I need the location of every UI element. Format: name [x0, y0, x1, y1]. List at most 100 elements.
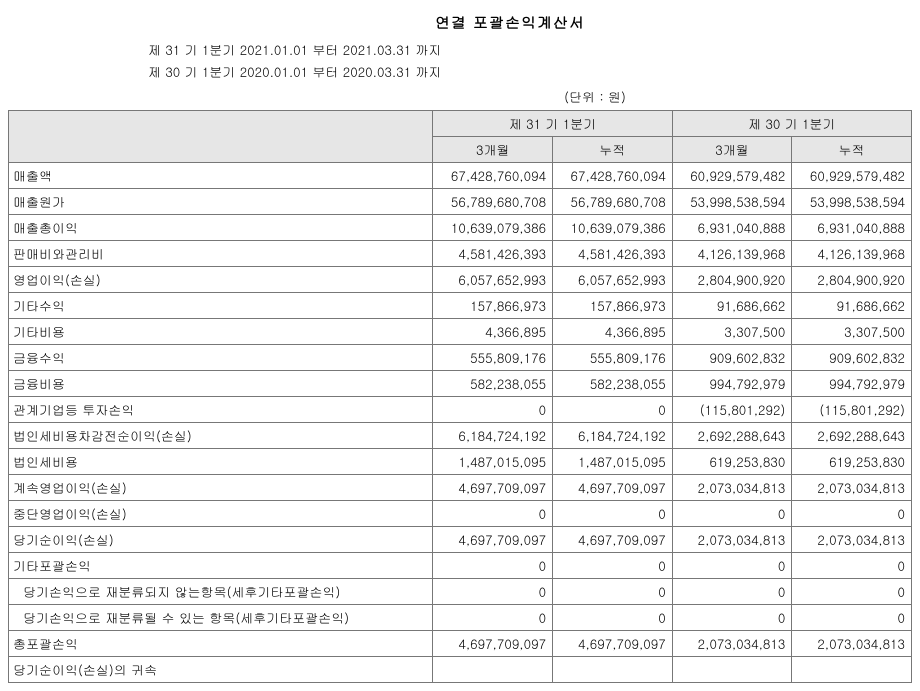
row-label: 당기순이익(손실)의 귀속: [9, 657, 433, 683]
cell-value: 582,238,055: [553, 371, 673, 397]
row-label: 중단영업이익(손실): [9, 501, 433, 527]
cell-value: 10,639,079,386: [553, 215, 673, 241]
cell-value: 0: [792, 553, 912, 579]
cell-value: 6,057,652,993: [553, 267, 673, 293]
cell-value: 2,073,034,813: [672, 475, 792, 501]
cell-value: 0: [792, 501, 912, 527]
row-label: 금융비용: [9, 371, 433, 397]
cell-value: 56,789,680,708: [553, 189, 673, 215]
cell-value: 2,073,034,813: [792, 631, 912, 657]
cell-value: 2,073,034,813: [672, 631, 792, 657]
table-row: 영업이익(손실)6,057,652,9936,057,652,9932,804,…: [9, 267, 912, 293]
cell-value: 4,126,139,968: [792, 241, 912, 267]
header-period-30: 제 30 기 1분기: [672, 111, 911, 137]
cell-value: 91,686,662: [672, 293, 792, 319]
row-label: 판매비와관리비: [9, 241, 433, 267]
cell-value: 6,184,724,192: [553, 423, 673, 449]
cell-value: 2,073,034,813: [672, 527, 792, 553]
cell-value: 2,692,288,643: [672, 423, 792, 449]
row-label: 법인세비용차감전순이익(손실): [9, 423, 433, 449]
header-blank: [9, 111, 433, 163]
cell-value: 0: [672, 501, 792, 527]
cell-value: 555,809,176: [433, 345, 553, 371]
cell-value: 157,866,973: [433, 293, 553, 319]
table-row: 당기순이익(손실)4,697,709,0974,697,709,0972,073…: [9, 527, 912, 553]
cell-value: 582,238,055: [433, 371, 553, 397]
subheader-30-3m: 3개월: [672, 137, 792, 163]
cell-value: [672, 657, 792, 683]
table-body: 매출액67,428,760,09467,428,760,09460,929,57…: [9, 163, 912, 683]
table-row: 매출원가56,789,680,70856,789,680,70853,998,5…: [9, 189, 912, 215]
cell-value: 2,073,034,813: [792, 527, 912, 553]
table-row: 법인세비용차감전순이익(손실)6,184,724,1926,184,724,19…: [9, 423, 912, 449]
cell-value: 2,692,288,643: [792, 423, 912, 449]
cell-value: 0: [553, 605, 673, 631]
cell-value: 6,931,040,888: [672, 215, 792, 241]
cell-value: 60,929,579,482: [672, 163, 792, 189]
cell-value: 0: [672, 553, 792, 579]
cell-value: 0: [433, 397, 553, 423]
cell-value: 67,428,760,094: [433, 163, 553, 189]
cell-value: (115,801,292): [672, 397, 792, 423]
table-row: 판매비와관리비4,581,426,3934,581,426,3934,126,1…: [9, 241, 912, 267]
period-line-1: 제 31 기 1분기 2021.01.01 부터 2021.03.31 까지: [148, 39, 912, 61]
cell-value: 4,697,709,097: [553, 527, 673, 553]
period-line-2: 제 30 기 1분기 2020.01.01 부터 2020.03.31 까지: [148, 61, 912, 83]
table-row: 중단영업이익(손실)0000: [9, 501, 912, 527]
row-label: 당기순이익(손실): [9, 527, 433, 553]
cell-value: 0: [553, 579, 673, 605]
cell-value: 53,998,538,594: [792, 189, 912, 215]
cell-value: 0: [553, 553, 673, 579]
table-row: 당기손익으로 재분류될 수 있는 항목(세후기타포괄손익)0000: [9, 605, 912, 631]
cell-value: [553, 657, 673, 683]
cell-value: 555,809,176: [553, 345, 673, 371]
cell-value: 0: [433, 553, 553, 579]
row-label: 법인세비용: [9, 449, 433, 475]
table-row: 금융수익555,809,176555,809,176909,602,832909…: [9, 345, 912, 371]
cell-value: 4,697,709,097: [553, 475, 673, 501]
cell-value: 91,686,662: [792, 293, 912, 319]
cell-value: 1,487,015,095: [433, 449, 553, 475]
table-row: 계속영업이익(손실)4,697,709,0974,697,709,0972,07…: [9, 475, 912, 501]
cell-value: 4,581,426,393: [433, 241, 553, 267]
cell-value: 0: [792, 579, 912, 605]
table-row: 당기손익으로 재분류되지 않는항목(세후기타포괄손익)0000: [9, 579, 912, 605]
table-row: 기타수익157,866,973157,866,97391,686,66291,6…: [9, 293, 912, 319]
table-row: 총포괄손익4,697,709,0974,697,709,0972,073,034…: [9, 631, 912, 657]
cell-value: 909,602,832: [672, 345, 792, 371]
cell-value: 67,428,760,094: [553, 163, 673, 189]
table-row: 매출액67,428,760,09467,428,760,09460,929,57…: [9, 163, 912, 189]
report-title: 연결 포괄손익계산서: [8, 12, 912, 33]
row-label: 기타수익: [9, 293, 433, 319]
row-label: 기타포괄손익: [9, 553, 433, 579]
row-label: 관계기업등 투자손익: [9, 397, 433, 423]
cell-value: 6,057,652,993: [433, 267, 553, 293]
cell-value: 4,697,709,097: [553, 631, 673, 657]
cell-value: 0: [553, 501, 673, 527]
cell-value: 0: [672, 605, 792, 631]
table-row: 기타비용4,366,8954,366,8953,307,5003,307,500: [9, 319, 912, 345]
cell-value: (115,801,292): [792, 397, 912, 423]
cell-value: 6,931,040,888: [792, 215, 912, 241]
row-label: 매출원가: [9, 189, 433, 215]
cell-value: 4,126,139,968: [672, 241, 792, 267]
cell-value: 56,789,680,708: [433, 189, 553, 215]
cell-value: 0: [433, 605, 553, 631]
subheader-31-cum: 누적: [553, 137, 673, 163]
row-label: 당기손익으로 재분류될 수 있는 항목(세후기타포괄손익): [9, 605, 433, 631]
cell-value: 157,866,973: [553, 293, 673, 319]
cell-value: 3,307,500: [672, 319, 792, 345]
cell-value: 10,639,079,386: [433, 215, 553, 241]
cell-value: 0: [433, 501, 553, 527]
table-row: 금융비용582,238,055582,238,055994,792,979994…: [9, 371, 912, 397]
subheader-30-cum: 누적: [792, 137, 912, 163]
cell-value: [792, 657, 912, 683]
cell-value: 4,697,709,097: [433, 527, 553, 553]
cell-value: 619,253,830: [672, 449, 792, 475]
cell-value: 0: [433, 579, 553, 605]
table-row: 관계기업등 투자손익00(115,801,292)(115,801,292): [9, 397, 912, 423]
cell-value: 994,792,979: [792, 371, 912, 397]
cell-value: 4,697,709,097: [433, 631, 553, 657]
cell-value: 0: [553, 397, 673, 423]
cell-value: 2,804,900,920: [792, 267, 912, 293]
